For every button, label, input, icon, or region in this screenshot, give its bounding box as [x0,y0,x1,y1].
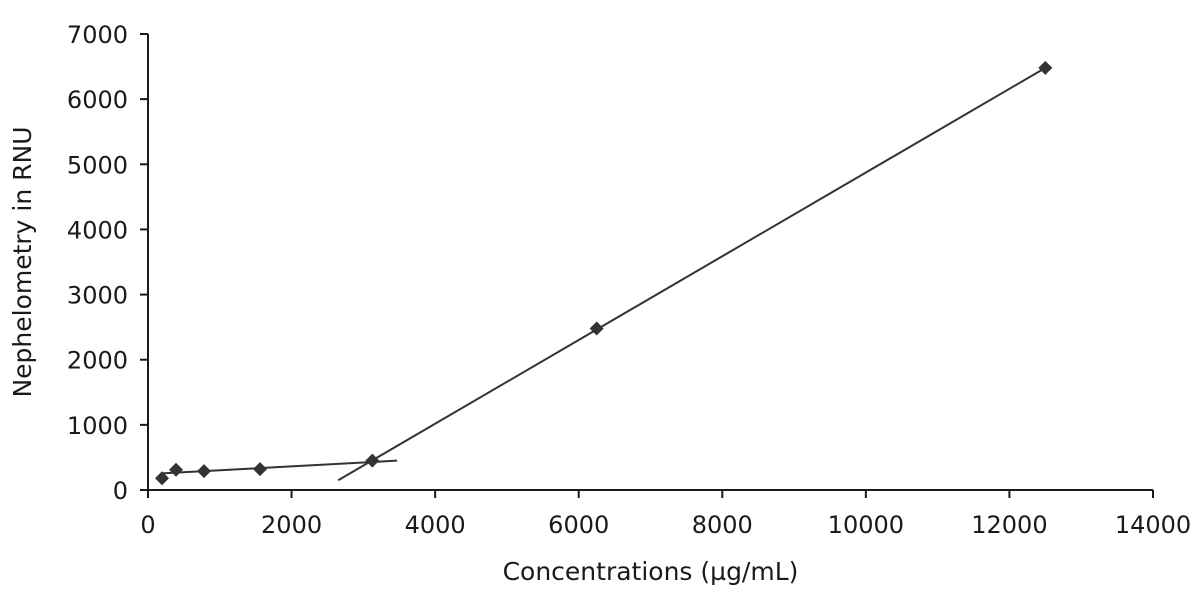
data-point [168,462,183,477]
y-tick-label: 4000 [67,216,128,244]
x-tick-label: 10000 [828,511,904,539]
x-tick-label: 6000 [548,511,609,539]
y-tick-label: 1000 [67,412,128,440]
y-tick-label: 5000 [67,151,128,179]
x-tick-label: 14000 [1115,511,1191,539]
x-tick-label: 2000 [261,511,322,539]
data-point [196,464,211,479]
y-tick-label: 0 [113,477,128,505]
y-tick-label: 2000 [67,347,128,375]
trendlines [161,67,1046,482]
data-point [589,321,604,336]
data-points [154,60,1053,486]
x-axis-title: Concentrations (µg/mL) [503,557,799,586]
y-tick-label: 6000 [67,86,128,114]
x-axis-ticks: 0 2000 4000 6000 8000 10000 12000 14000 [140,490,1191,539]
y-axis-title: Nephelometry in RNU [8,126,37,397]
x-tick-label: 12000 [971,511,1047,539]
x-tick-label: 4000 [405,511,466,539]
x-tick-label: 0 [140,511,155,539]
y-tick-label: 7000 [67,21,128,49]
data-point [365,453,380,468]
y-axis-ticks: 0 1000 2000 3000 4000 5000 6000 7000 [67,21,148,505]
trend-line [337,67,1046,482]
x-tick-label: 8000 [692,511,753,539]
y-tick-label: 3000 [67,282,128,310]
data-point [1038,60,1053,75]
data-point [252,462,267,477]
data-point [154,471,169,486]
